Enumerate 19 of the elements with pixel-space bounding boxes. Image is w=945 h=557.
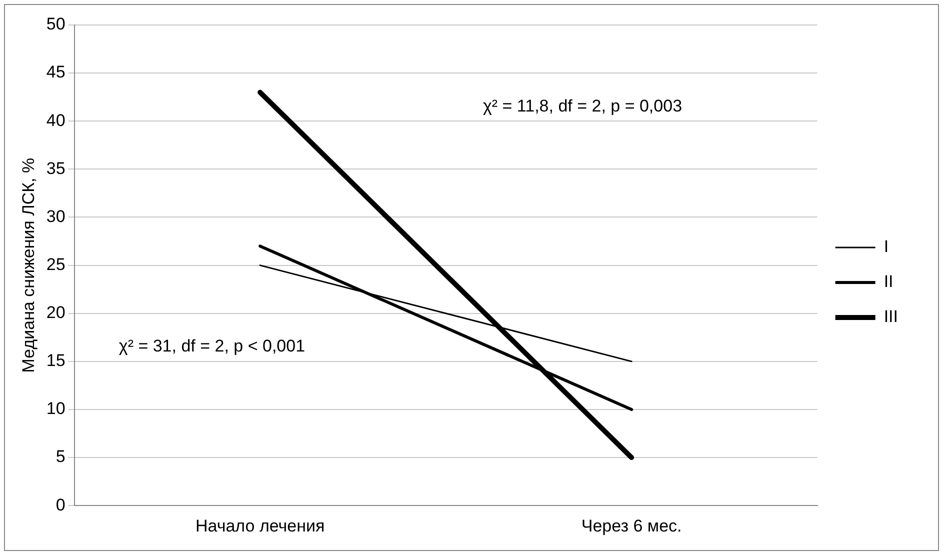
y-axis-title: Медиана снижения ЛСК, % [18,158,38,373]
annotation: χ² = 31, df = 2, p < 0,001 [118,336,306,356]
y-tick-label: 20 [46,303,66,322]
y-tick-label: 30 [46,206,66,226]
y-tick-label: 35 [46,158,66,178]
y-tick-label: 5 [56,447,66,466]
y-tick-label: 50 [46,14,66,34]
annotation: χ² = 11,8, df = 2, p = 0,003 [482,96,682,116]
legend-label: III [884,307,898,326]
legend-label: II [884,272,894,292]
y-tick-label: 40 [46,110,66,130]
y-tick-label: 15 [46,351,66,370]
legend-label: I [884,237,889,256]
y-tick-label: 10 [46,399,66,418]
x-tick-label: Начало лечения [195,516,325,536]
y-tick-label: 45 [46,62,66,82]
y-tick-label: 25 [46,254,66,274]
y-tick-label: 0 [56,495,66,514]
x-tick-label: Через 6 мес. [581,516,682,536]
